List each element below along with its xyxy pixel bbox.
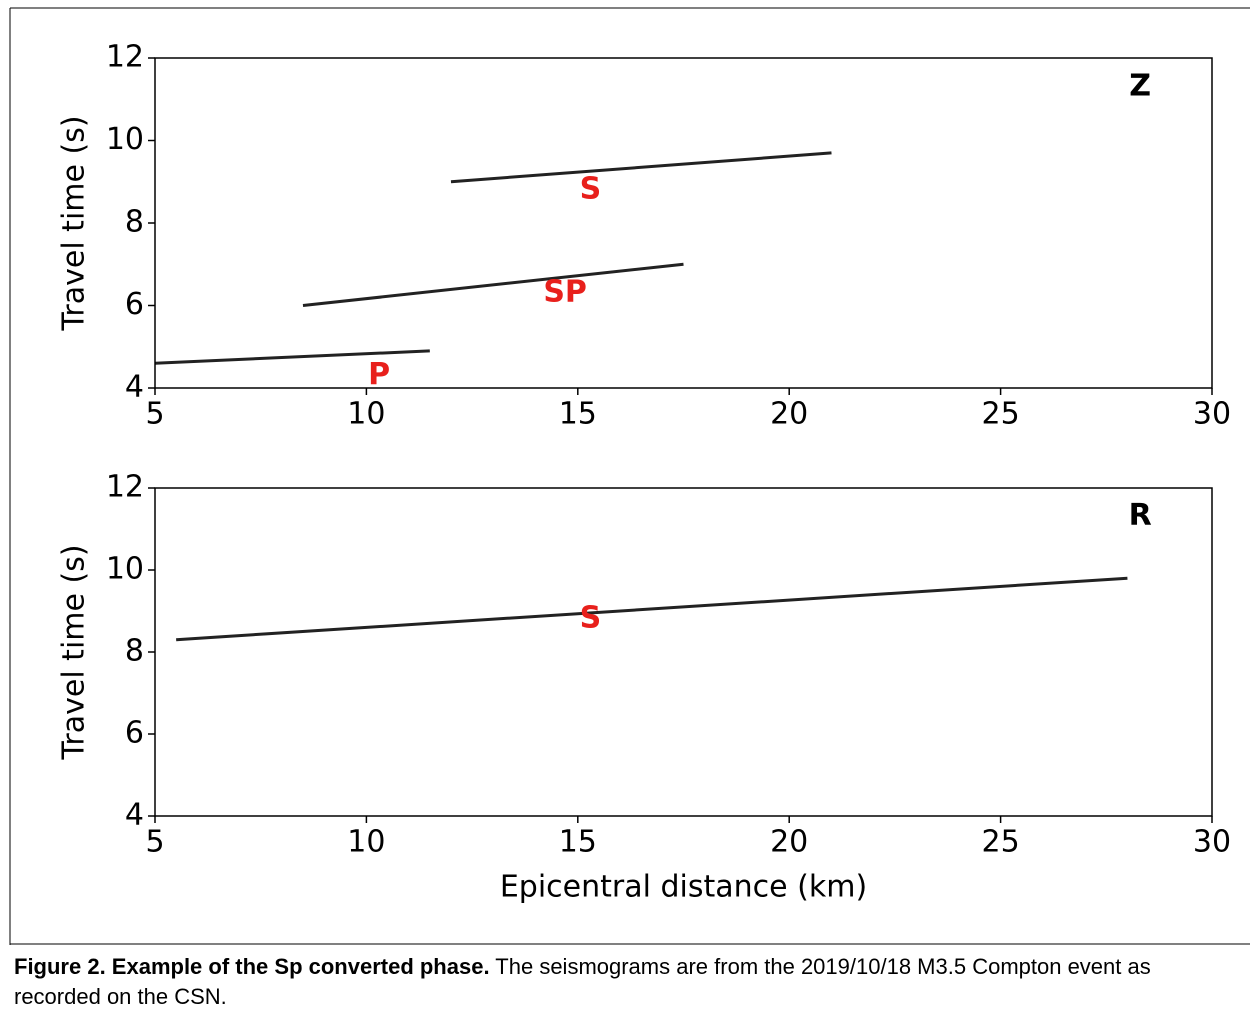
- x-tick-label: 30: [1193, 825, 1231, 860]
- phase-line: [176, 576, 1128, 642]
- y-tick-label: 8: [125, 634, 144, 669]
- y-tick-label: 4: [125, 798, 144, 833]
- phase-line: [154, 349, 430, 365]
- y-axis-label: Travel time (s): [57, 544, 92, 760]
- y-tick-label: 12: [106, 40, 144, 75]
- caption: Figure 2. Example of the Sp converted ph…: [14, 952, 1194, 1012]
- x-tick-label: 10: [347, 825, 385, 860]
- x-axis-label: Epicentral distance (km): [500, 870, 867, 905]
- x-tick-label: 15: [559, 397, 597, 432]
- panel-label: R: [1129, 498, 1152, 533]
- caption-text: The seismograms are from the 2019/10/18 …: [14, 954, 1151, 1009]
- caption-bold: Figure 2. Example of the Sp converted ph…: [14, 954, 490, 979]
- x-tick-label: 5: [145, 397, 164, 432]
- y-tick-label: 10: [106, 552, 144, 587]
- figure: 5 10 15 20 25 30 4 6 8 10 12 Travel time (s) Z S SP P 5 1…: [9, 7, 1250, 945]
- y-tick-label: 12: [106, 470, 144, 505]
- x-tick-label: 5: [145, 825, 164, 860]
- phase-line: [450, 151, 832, 184]
- y-tick-label: 8: [125, 205, 144, 240]
- phase-annotation: P: [368, 357, 390, 392]
- y-axis-label: Travel time (s): [57, 115, 92, 331]
- phase-annotation: SP: [543, 275, 587, 310]
- phase-line: [302, 262, 684, 307]
- x-tick-label: 20: [770, 397, 808, 432]
- panel-label: Z: [1129, 68, 1151, 103]
- x-tick-label: 25: [982, 397, 1020, 432]
- x-tick-label: 25: [982, 825, 1020, 860]
- y-tick-label: 6: [125, 716, 144, 751]
- phase-annotation: S: [580, 172, 602, 207]
- plot-area: [155, 58, 1212, 388]
- x-tick-label: 20: [770, 825, 808, 860]
- x-tick-label: 10: [347, 397, 385, 432]
- y-tick-label: 4: [125, 370, 144, 405]
- y-tick-label: 10: [106, 122, 144, 157]
- x-tick-label: 15: [559, 825, 597, 860]
- x-tick-label: 30: [1193, 397, 1231, 432]
- phase-annotation: S: [580, 601, 602, 636]
- plot-area: [155, 488, 1212, 816]
- y-tick-label: 6: [125, 287, 144, 322]
